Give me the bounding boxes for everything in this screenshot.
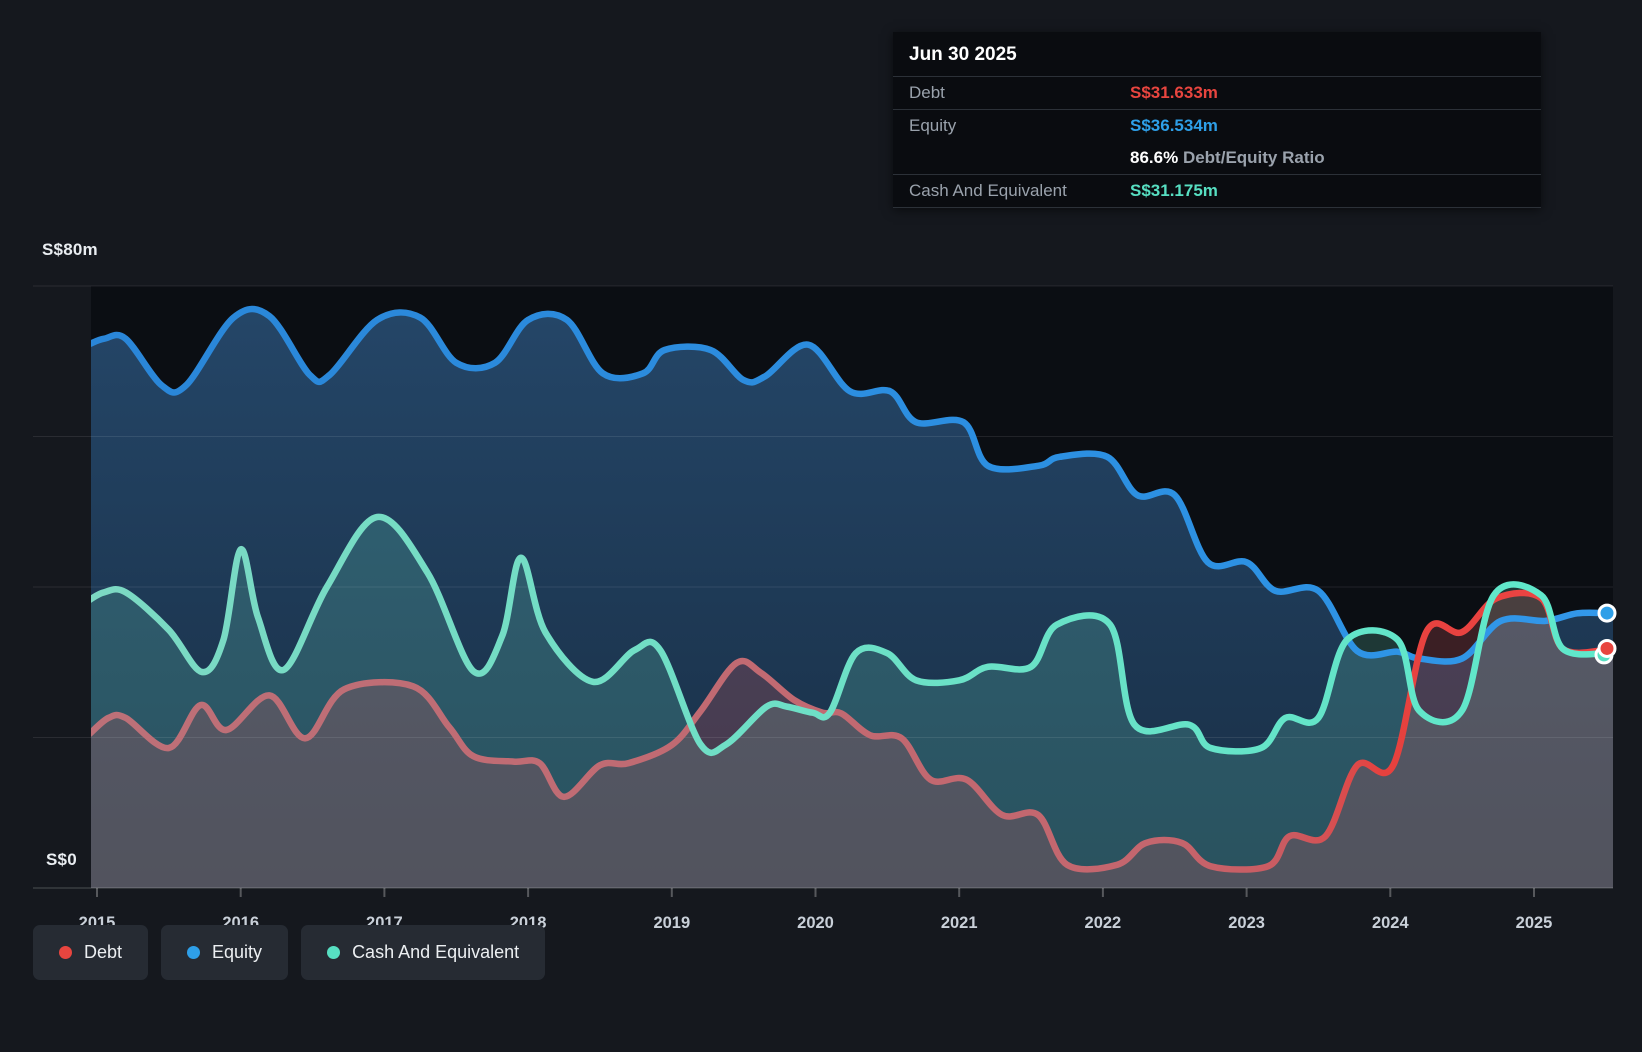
legend-cash-label: Cash And Equivalent bbox=[352, 942, 520, 962]
cash-area-fill bbox=[91, 516, 1613, 888]
debt-area-fill bbox=[91, 593, 1613, 888]
chart-tooltip: Jun 30 2025 Debt S$31.633m Equity S$36.5… bbox=[893, 32, 1541, 208]
equity-area-fill bbox=[91, 308, 1613, 888]
x-axis-label-2023: 2023 bbox=[1228, 914, 1265, 932]
chart-legend: Debt Equity Cash And Equivalent bbox=[33, 925, 546, 980]
debt-line bbox=[91, 589, 1613, 873]
tooltip-row-debt: Debt S$31.633m bbox=[893, 77, 1541, 110]
tooltip-date: Jun 30 2025 bbox=[893, 32, 1541, 77]
tooltip-debt-value: S$31.633m bbox=[1130, 83, 1218, 102]
x-axis-label-2021: 2021 bbox=[941, 914, 978, 932]
debt-endpoint-marker bbox=[1597, 638, 1617, 658]
legend-item-equity[interactable]: Equity bbox=[161, 925, 289, 980]
x-axis-label-2019: 2019 bbox=[653, 914, 690, 932]
y-axis-label-zero: S$0 bbox=[46, 850, 77, 869]
tooltip-ratio: 86.6% Debt/Equity Ratio bbox=[1130, 142, 1325, 174]
tooltip-ratio-value: 86.6% bbox=[1130, 148, 1179, 167]
equity-line bbox=[91, 305, 1613, 665]
legend-debt-label: Debt bbox=[84, 942, 123, 962]
legend-item-debt[interactable]: Debt bbox=[33, 925, 149, 980]
legend-equity-label: Equity bbox=[212, 942, 263, 962]
tooltip-ratio-label: Debt/Equity Ratio bbox=[1182, 148, 1325, 167]
equity-legend-dot-icon bbox=[187, 946, 201, 959]
debt-legend-dot-icon bbox=[59, 946, 72, 959]
tooltip-row-equity: Equity S$36.534m bbox=[893, 110, 1541, 142]
tooltip-equity-label: Equity bbox=[909, 116, 957, 135]
tooltip-cash-value: S$31.175m bbox=[1130, 181, 1218, 200]
tooltip-equity-value: S$36.534m bbox=[1130, 116, 1218, 135]
x-axis-label-2020: 2020 bbox=[797, 914, 834, 932]
equity-endpoint-marker bbox=[1597, 603, 1617, 623]
x-axis-label-2022: 2022 bbox=[1085, 914, 1122, 932]
tooltip-debt-label: Debt bbox=[909, 83, 945, 102]
tooltip-cash-label: Cash And Equivalent bbox=[909, 181, 1067, 200]
tooltip-row-ratio: 86.6% Debt/Equity Ratio bbox=[893, 142, 1541, 175]
tooltip-row-cash: Cash And Equivalent S$31.175m bbox=[893, 175, 1541, 208]
y-axis-label-top: S$80m bbox=[42, 240, 98, 259]
x-axis-label-2024: 2024 bbox=[1372, 914, 1410, 932]
x-axis-label-2025: 2025 bbox=[1516, 914, 1553, 932]
cash-line bbox=[91, 513, 1613, 757]
legend-item-cash[interactable]: Cash And Equivalent bbox=[301, 925, 546, 980]
cash-legend-dot-icon bbox=[327, 946, 341, 959]
